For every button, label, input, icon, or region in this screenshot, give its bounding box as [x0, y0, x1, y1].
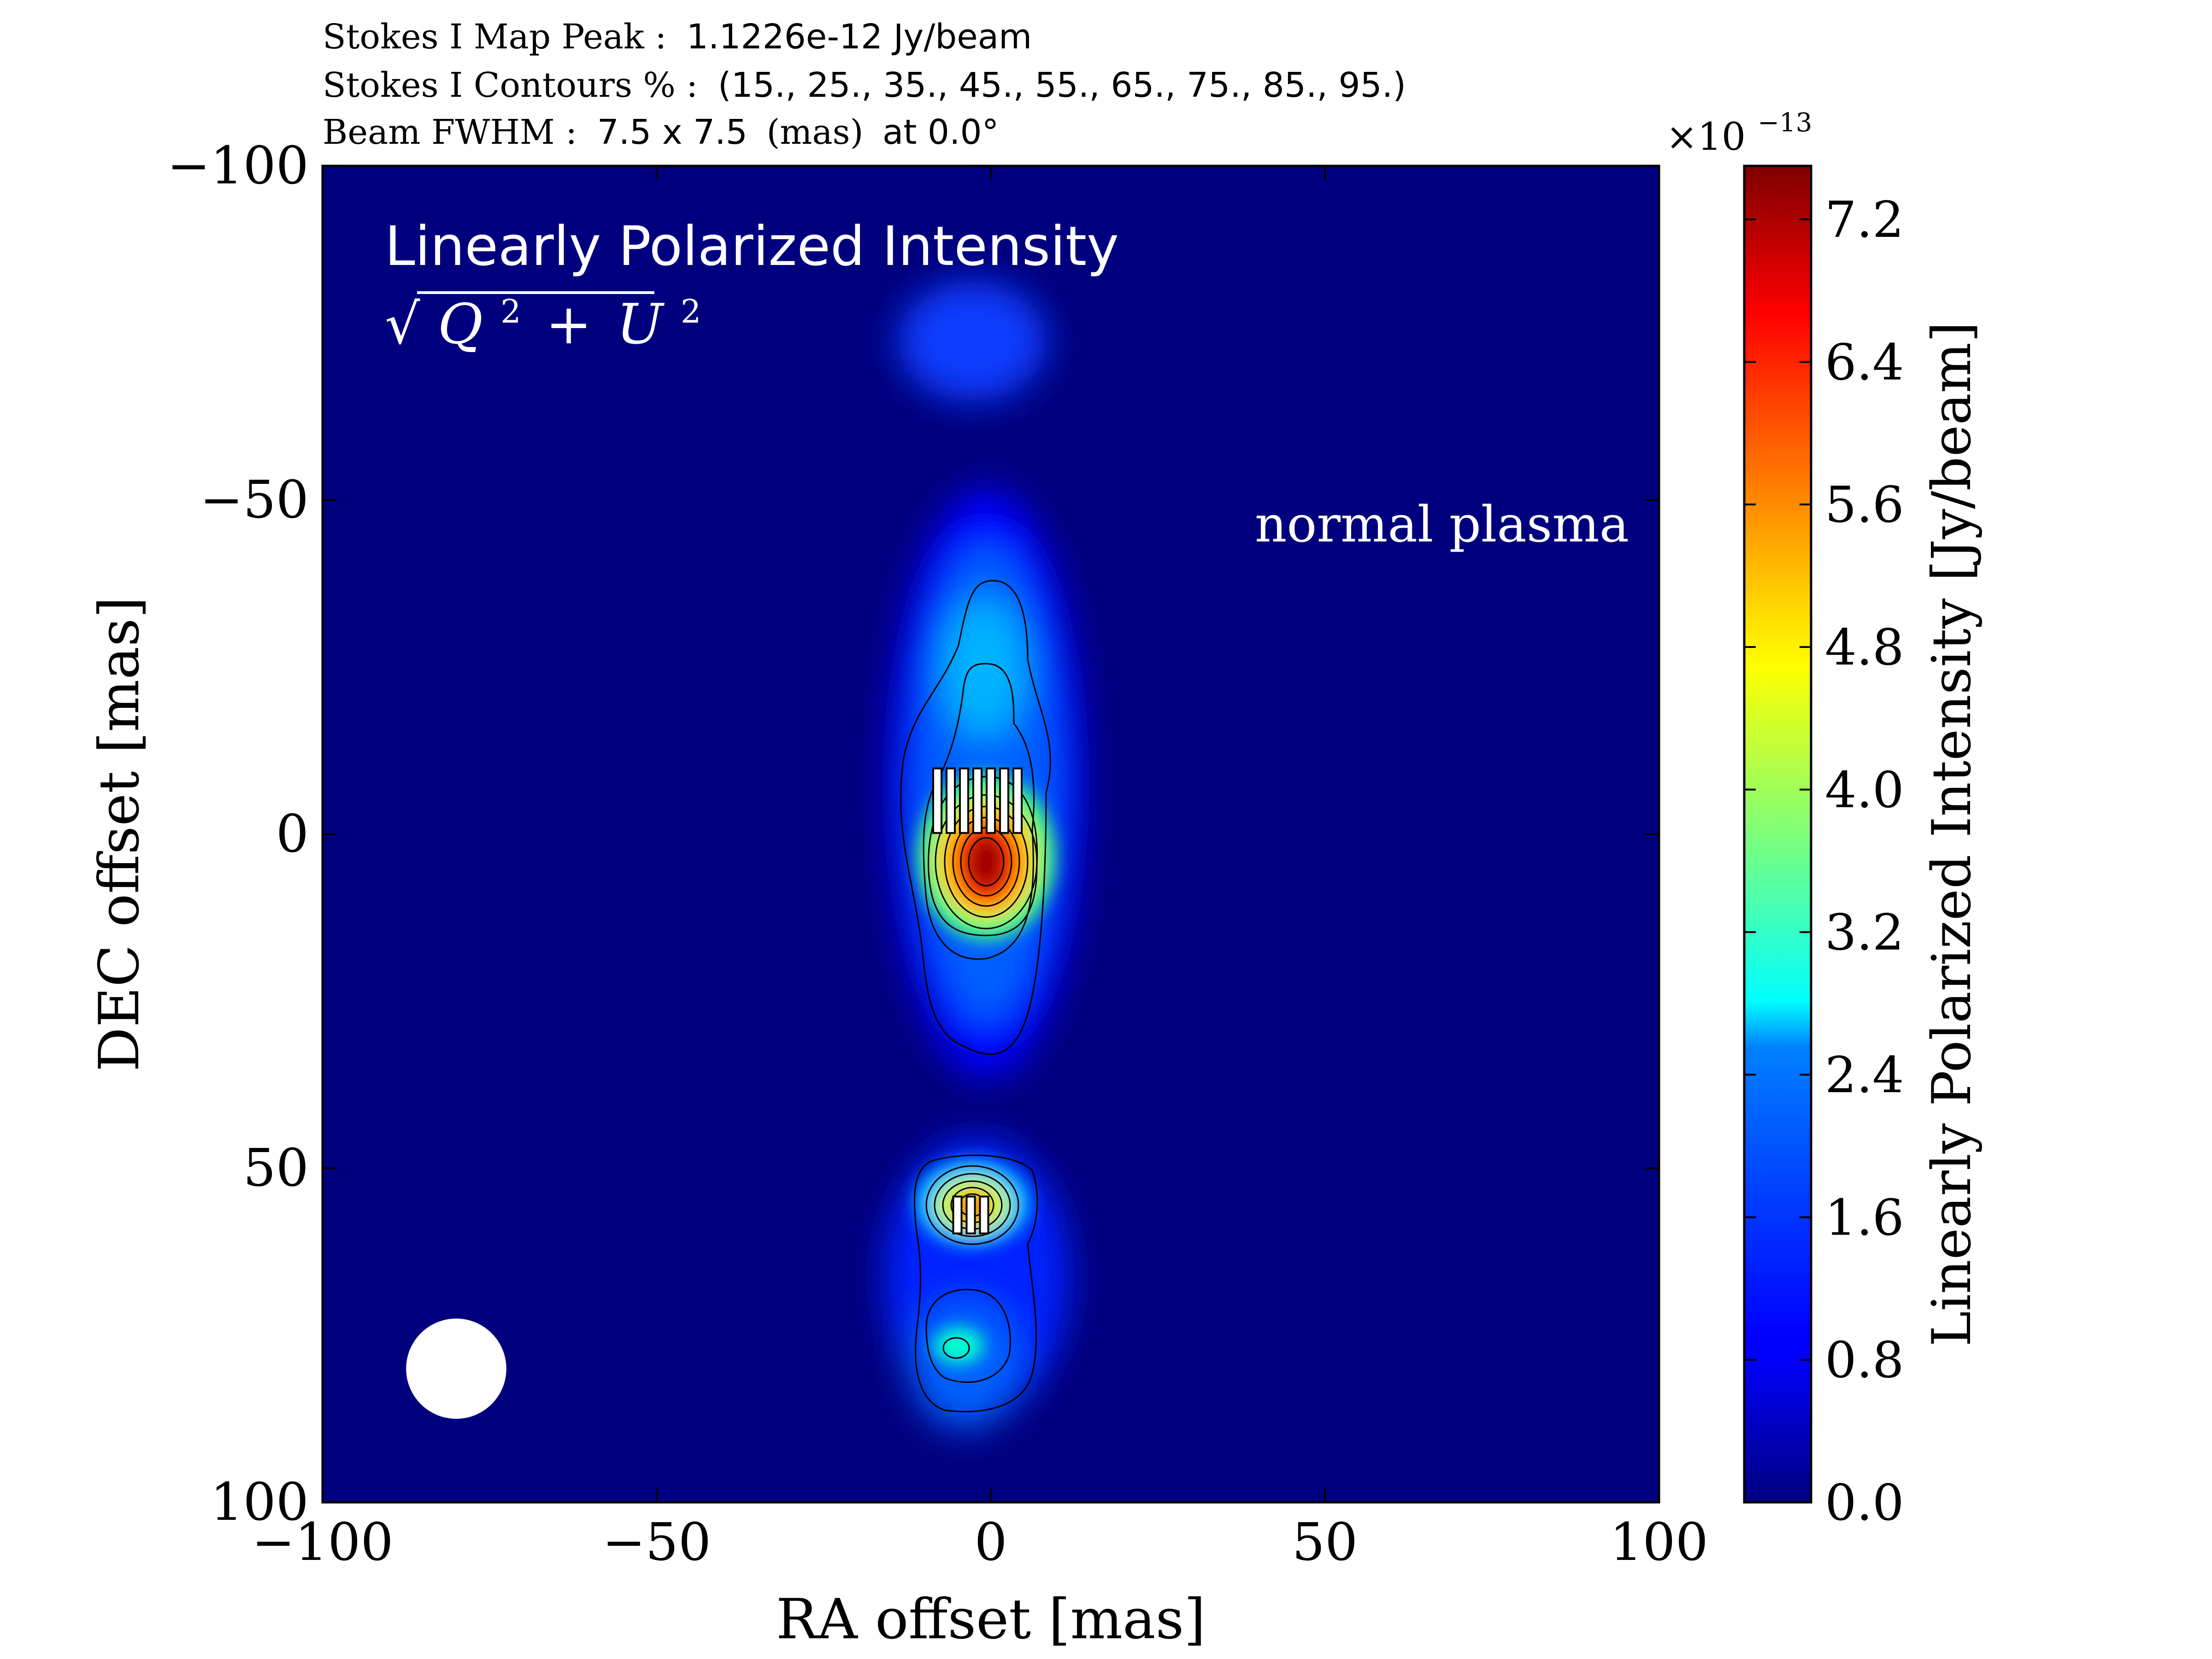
colorbar-multiplier-base: ×10	[1666, 115, 1746, 159]
contour-25	[923, 663, 1035, 960]
formula-u-exp: 2	[681, 293, 701, 330]
y-tick-label: −50	[200, 470, 309, 530]
polarization-stick	[959, 767, 969, 834]
panel-formula: √ Q 2 + U 2	[385, 272, 701, 357]
beam-angle: at 0.0°	[882, 112, 999, 152]
beam-ellipse	[406, 1318, 506, 1419]
peak-value: 1.1226e-12 Jy/beam	[687, 17, 1032, 57]
colorbar-label: Linearly Polarized Intensity [Jy/beam]	[1921, 322, 1983, 1347]
colorbar-multiplier: ×10 −13	[1666, 108, 1812, 159]
contours-label: Stokes I Contours % :	[323, 65, 698, 105]
x-axis: −100 −50 0 50 100	[252, 166, 1708, 1572]
polarization-stick	[952, 1195, 963, 1235]
colorbar-tick-label: 5.6	[1825, 477, 1904, 534]
counterjet-blob	[899, 281, 1046, 401]
peak-label: Stokes I Map Peak :	[323, 17, 666, 57]
polarization-ticks	[932, 767, 1023, 1235]
colorbar-tick-label: 0.0	[1825, 1474, 1904, 1532]
colorbar-tick-label: 0.8	[1825, 1332, 1904, 1389]
x-tick-label: −100	[252, 1512, 394, 1572]
knot-b-glow	[910, 1300, 1021, 1429]
beam-value: 7.5 x 7.5	[597, 112, 747, 152]
annotation-normal-plasma: normal plasma	[1255, 496, 1629, 553]
intensity-map	[323, 166, 1659, 1502]
formula-q: Q	[438, 293, 483, 357]
y-axis: −100 −50 0 50 100	[167, 136, 1659, 1532]
panel-title-text: Linearly Polarized Intensity	[385, 214, 1119, 278]
x-tick-label: 100	[1610, 1512, 1708, 1572]
x-tick-label: 50	[1292, 1512, 1358, 1572]
colorbar-ticks: 0.0 0.8 1.6 2.4 3.2 4.0 4.8 5.6 6.4 7.2	[1744, 191, 1904, 1532]
beam-line: Beam FWHM : 7.5 x 7.5 (mas) at 0.0°	[323, 112, 999, 152]
polarization-stick	[979, 1195, 989, 1235]
contour-15	[900, 580, 1051, 1055]
colorbar-gradient	[1744, 166, 1811, 1502]
y-tick-label: −100	[167, 136, 309, 196]
polarization-stick	[972, 767, 982, 834]
x-tick-label: 0	[974, 1512, 1007, 1572]
formula-plus: +	[546, 293, 592, 357]
beam-unit: (mas)	[766, 112, 863, 152]
contour-knot-a-45	[934, 1173, 1011, 1237]
contours-value: (15., 25., 35., 45., 55., 65., 75., 85.,…	[718, 65, 1406, 105]
polarization-stick	[965, 1195, 976, 1235]
colorbar-tick-label: 1.6	[1825, 1189, 1904, 1247]
upper-jet-knot	[942, 599, 1025, 737]
colorbar-tick-label: 4.8	[1825, 619, 1904, 677]
core-peak	[968, 834, 1005, 889]
x-axis-label: RA offset [mas]	[776, 1588, 1206, 1652]
formula-q-exp: 2	[500, 293, 521, 330]
peak-line: Stokes I Map Peak : 1.1226e-12 Jy/beam	[323, 17, 1032, 57]
header: Stokes I Map Peak : 1.1226e-12 Jy/beam S…	[323, 17, 1406, 152]
colorbar-multiplier-exponent: −13	[1758, 108, 1812, 138]
contour-knots-25	[925, 1288, 1011, 1383]
colorbar-tick-label: 2.4	[1825, 1047, 1904, 1104]
colorbar-tick-label: 6.4	[1825, 334, 1904, 391]
colorbar-tick-label: 4.0	[1825, 761, 1904, 819]
formula-sqrt: √	[385, 293, 420, 357]
x-tick-label: −50	[602, 1512, 711, 1572]
polarization-stick	[986, 767, 996, 834]
y-tick-label: 0	[276, 804, 309, 864]
y-axis-label: DEC offset [mas]	[88, 597, 152, 1072]
contours-line: Stokes I Contours % : (15., 25., 35., 45…	[323, 65, 1406, 105]
contour-knots-15	[913, 1154, 1038, 1412]
formula-u: U	[617, 293, 665, 357]
polarization-stick	[999, 767, 1009, 834]
colorbar: 0.0 0.8 1.6 2.4 3.2 4.0 4.8 5.6 6.4 7.2 ×10 −13 L…	[1666, 108, 1983, 1532]
colorbar-tick-label: 7.2	[1825, 191, 1904, 249]
contour-knot-a-35	[925, 1165, 1019, 1245]
panel-title: Linearly Polarized Intensity √ Q 2 + U 2	[385, 214, 1119, 357]
polarization-stick	[1012, 767, 1023, 834]
contour-knot-b-core	[942, 1337, 970, 1359]
colorbar-frame	[1743, 165, 1812, 1504]
beam-label: Beam FWHM :	[323, 112, 577, 152]
contour-85	[968, 837, 1005, 887]
y-tick-label: 50	[243, 1138, 309, 1198]
polarization-stick	[932, 767, 942, 834]
y-tick-label: 100	[210, 1472, 309, 1532]
colorbar-tick-label: 3.2	[1825, 904, 1904, 962]
polarization-stick	[946, 767, 956, 834]
